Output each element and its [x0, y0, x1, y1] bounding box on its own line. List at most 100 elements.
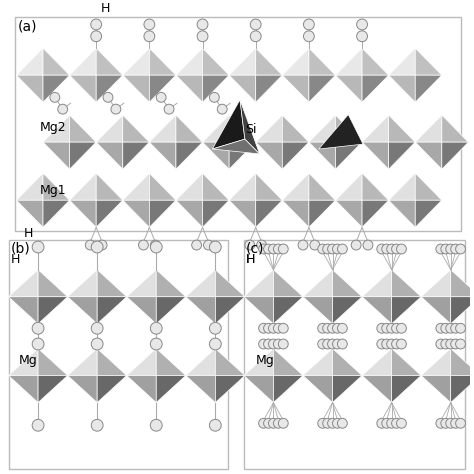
Polygon shape — [17, 48, 43, 75]
Polygon shape — [309, 48, 336, 75]
Circle shape — [351, 240, 361, 250]
Text: H: H — [246, 254, 255, 266]
Circle shape — [392, 244, 401, 254]
Polygon shape — [149, 115, 176, 142]
Circle shape — [210, 241, 221, 253]
Polygon shape — [283, 173, 309, 200]
Polygon shape — [96, 48, 123, 75]
Polygon shape — [362, 200, 389, 228]
Polygon shape — [43, 48, 70, 75]
Circle shape — [356, 19, 367, 30]
Circle shape — [323, 419, 333, 428]
Circle shape — [446, 244, 456, 254]
Circle shape — [310, 240, 320, 250]
Polygon shape — [215, 348, 245, 375]
Polygon shape — [421, 375, 451, 402]
Circle shape — [318, 339, 328, 349]
Circle shape — [268, 244, 278, 254]
Polygon shape — [229, 115, 255, 142]
Circle shape — [333, 339, 342, 349]
Circle shape — [382, 244, 392, 254]
Polygon shape — [283, 115, 309, 142]
Polygon shape — [127, 375, 156, 402]
Circle shape — [382, 339, 392, 349]
Circle shape — [337, 323, 347, 333]
Circle shape — [259, 419, 268, 428]
Polygon shape — [70, 200, 96, 228]
Polygon shape — [212, 139, 260, 154]
Polygon shape — [303, 270, 333, 297]
Polygon shape — [319, 115, 363, 149]
Circle shape — [144, 19, 155, 30]
Polygon shape — [421, 348, 451, 375]
Polygon shape — [362, 142, 389, 169]
Circle shape — [397, 339, 406, 349]
Circle shape — [318, 323, 328, 333]
Circle shape — [387, 339, 397, 349]
Text: (a): (a) — [18, 19, 37, 33]
Circle shape — [377, 323, 387, 333]
Circle shape — [377, 244, 387, 254]
Polygon shape — [96, 173, 123, 200]
Circle shape — [150, 241, 162, 253]
Circle shape — [456, 244, 465, 254]
Circle shape — [446, 323, 456, 333]
Bar — [244, 240, 465, 469]
Circle shape — [50, 92, 60, 102]
Polygon shape — [176, 142, 202, 169]
Circle shape — [217, 104, 227, 114]
Circle shape — [451, 339, 461, 349]
Circle shape — [273, 323, 283, 333]
Polygon shape — [215, 297, 245, 324]
Circle shape — [278, 419, 288, 428]
Polygon shape — [273, 348, 303, 375]
Polygon shape — [38, 348, 68, 375]
Circle shape — [377, 339, 387, 349]
Text: (b): (b) — [10, 242, 30, 255]
Polygon shape — [421, 297, 451, 324]
Circle shape — [441, 419, 451, 428]
Circle shape — [397, 244, 406, 254]
Circle shape — [441, 244, 451, 254]
Polygon shape — [202, 200, 229, 228]
Polygon shape — [255, 48, 283, 75]
Circle shape — [318, 244, 328, 254]
Polygon shape — [283, 142, 309, 169]
Circle shape — [397, 419, 406, 428]
Polygon shape — [244, 270, 273, 297]
Circle shape — [328, 323, 337, 333]
Polygon shape — [156, 375, 186, 402]
Polygon shape — [415, 48, 442, 75]
Circle shape — [436, 244, 446, 254]
Polygon shape — [212, 100, 245, 149]
Circle shape — [298, 240, 308, 250]
Polygon shape — [70, 173, 96, 200]
Polygon shape — [97, 270, 127, 297]
Polygon shape — [273, 297, 303, 324]
Polygon shape — [43, 200, 70, 228]
Circle shape — [456, 419, 465, 428]
Polygon shape — [96, 200, 123, 228]
Circle shape — [451, 419, 461, 428]
Polygon shape — [176, 75, 202, 102]
Polygon shape — [362, 297, 392, 324]
Text: Si: Si — [245, 123, 256, 136]
Polygon shape — [303, 348, 333, 375]
Polygon shape — [202, 48, 229, 75]
Circle shape — [97, 240, 107, 250]
Polygon shape — [127, 348, 156, 375]
Circle shape — [278, 339, 288, 349]
Polygon shape — [415, 115, 442, 142]
Polygon shape — [389, 75, 415, 102]
Circle shape — [268, 323, 278, 333]
Circle shape — [203, 240, 213, 250]
Circle shape — [264, 244, 273, 254]
Text: Mg2: Mg2 — [40, 121, 67, 134]
Polygon shape — [9, 375, 38, 402]
Circle shape — [259, 339, 268, 349]
Polygon shape — [283, 75, 309, 102]
Polygon shape — [273, 375, 303, 402]
Polygon shape — [362, 115, 389, 142]
Circle shape — [451, 323, 461, 333]
Polygon shape — [255, 173, 283, 200]
